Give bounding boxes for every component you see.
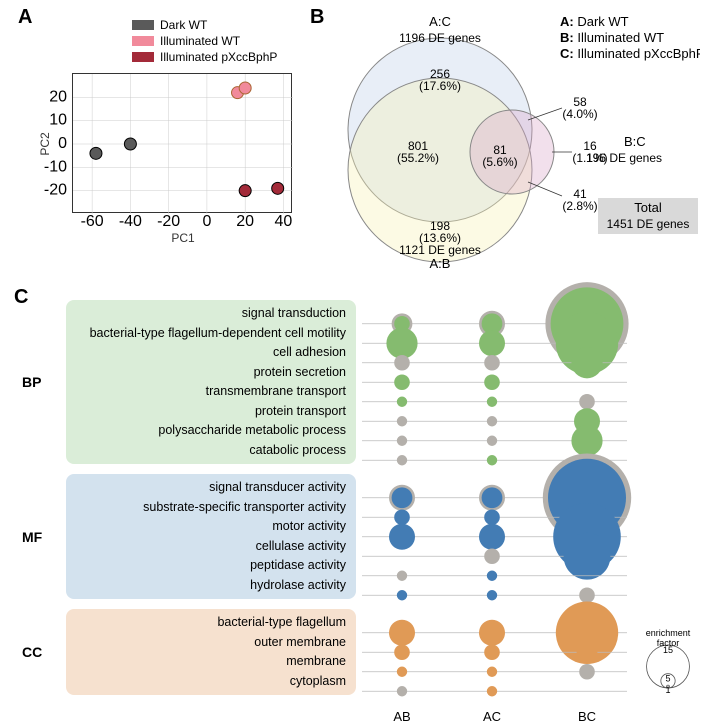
svg-text:AB: AB <box>393 709 410 721</box>
svg-text:-40: -40 <box>119 213 142 230</box>
svg-text:PC1: PC1 <box>171 231 195 245</box>
panel-c: ABACBC 1515enrichmentfactor signal trans… <box>14 292 704 712</box>
svg-text:PC2: PC2 <box>38 132 52 156</box>
svg-text:A: Dark WT: A: Dark WT <box>560 14 629 29</box>
svg-text:(4.0%): (4.0%) <box>562 107 597 121</box>
venn-diagram: A:C1196 DE genesA:B1121 DE genesB:C196 D… <box>310 8 700 273</box>
svg-text:AC: AC <box>483 709 501 721</box>
svg-text:BC: BC <box>578 709 596 721</box>
svg-text:10: 10 <box>49 112 67 129</box>
svg-text:0: 0 <box>58 135 67 152</box>
svg-text:(13.6%): (13.6%) <box>419 231 461 245</box>
svg-text:1451 DE genes: 1451 DE genes <box>607 217 690 231</box>
panel-b: A:C1196 DE genesA:B1121 DE genesB:C196 D… <box>310 8 700 273</box>
svg-text:B: Illuminated WT: B: Illuminated WT <box>560 30 664 45</box>
svg-text:5: 5 <box>665 674 670 684</box>
svg-text:factor: factor <box>657 638 680 648</box>
svg-text:1121 DE genes: 1121 DE genes <box>399 243 481 257</box>
svg-text:(55.2%): (55.2%) <box>397 151 439 165</box>
svg-text:enrichment: enrichment <box>646 628 691 638</box>
svg-text:-20: -20 <box>157 213 180 230</box>
svg-text:A:C: A:C <box>429 14 451 29</box>
svg-text:0: 0 <box>202 213 211 230</box>
svg-text:-10: -10 <box>44 158 67 175</box>
svg-text:C: Illuminated pXccBphP: C: Illuminated pXccBphP <box>560 46 700 61</box>
svg-text:1196 DE genes: 1196 DE genes <box>399 31 481 45</box>
go-bubble-chart: ABACBC <box>362 302 632 702</box>
svg-text:B:C: B:C <box>624 134 646 149</box>
svg-text:-20: -20 <box>44 182 67 199</box>
svg-text:40: 40 <box>275 213 293 230</box>
svg-text:(17.6%): (17.6%) <box>419 79 461 93</box>
panel-a-legend: Dark WTIlluminated WTIlluminated pXccBph… <box>132 18 277 66</box>
svg-text:(5.6%): (5.6%) <box>482 155 517 169</box>
svg-text:(1.1%): (1.1%) <box>572 151 607 165</box>
panel-a-label: A <box>18 6 32 29</box>
pca-chart: -60-40-2002040-20-1001020PC1PC2 <box>72 73 292 213</box>
svg-text:(2.8%): (2.8%) <box>562 199 597 213</box>
svg-text:-60: -60 <box>81 213 104 230</box>
svg-text:Total: Total <box>634 200 662 215</box>
svg-text:1: 1 <box>665 685 670 695</box>
panel-a: Dark WTIlluminated WTIlluminated pXccBph… <box>42 8 302 223</box>
svg-text:20: 20 <box>236 213 254 230</box>
enrichment-legend: 1515enrichmentfactor <box>638 632 709 702</box>
svg-text:A:B: A:B <box>430 256 451 271</box>
svg-text:20: 20 <box>49 88 67 105</box>
